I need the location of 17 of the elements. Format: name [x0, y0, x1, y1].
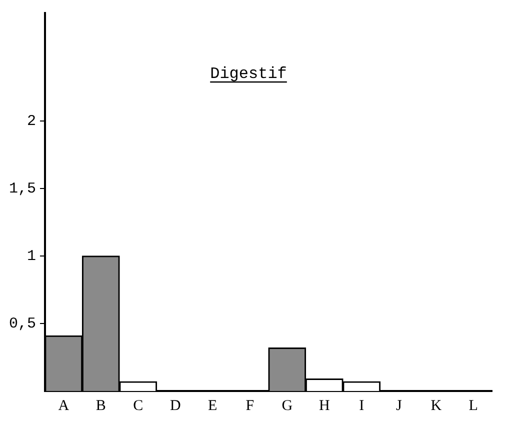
- y-tick-label: 1,5: [8, 180, 36, 198]
- x-tick-label: J: [396, 398, 402, 414]
- text: Digestif: [210, 65, 287, 83]
- y-tick-label: 0,5: [8, 315, 36, 332]
- x-tick-label: D: [170, 398, 181, 414]
- x-tick-label: L: [468, 398, 478, 414]
- x-tick-label: A: [58, 398, 70, 414]
- x-tick-label: I: [359, 398, 364, 414]
- x-tick-label: K: [430, 398, 442, 414]
- x-tick-label: B: [96, 398, 106, 414]
- y-tick-label: 1: [26, 248, 36, 265]
- x-tick-label: G: [282, 398, 293, 414]
- y-tick-label: 2: [26, 112, 36, 130]
- x-tick-label: F: [246, 398, 254, 414]
- x-tick-label: E: [208, 398, 218, 414]
- x-tick-label: H: [318, 398, 330, 414]
- x-tick-label: C: [133, 398, 144, 414]
